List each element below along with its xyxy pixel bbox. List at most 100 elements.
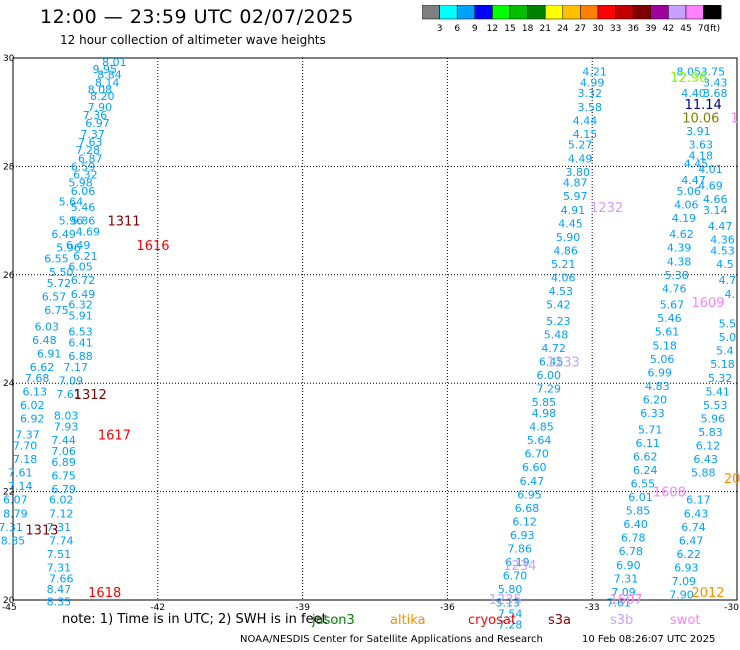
color-scale-label: 36	[627, 24, 639, 34]
wave-height-label: 6.06	[71, 185, 96, 198]
wave-height-label: 6.78	[621, 532, 646, 545]
x-tick-label: -42	[150, 603, 165, 613]
wave-height-label: 5.64	[527, 434, 552, 447]
satellite-legend-item: s3b	[610, 613, 633, 628]
wave-height-label: 4.45	[558, 217, 583, 230]
color-scale-label: 18	[522, 24, 534, 34]
wave-height-label: 6.32	[73, 169, 98, 182]
wave-height-label: 4.99	[580, 76, 605, 89]
color-scale-label: 30	[592, 24, 604, 34]
wave-height-label: 5.23	[546, 315, 571, 328]
wave-height-label: 6.01	[628, 491, 653, 504]
wave-height-label: 8.79	[3, 507, 28, 520]
wave-height-label: 4.49	[568, 152, 593, 165]
wave-height-label: 4.15	[573, 128, 598, 141]
wave-height-label: 7.09	[59, 374, 84, 387]
color-scale-label: 15	[504, 24, 515, 34]
wave-height-label: 4.18	[689, 150, 714, 163]
color-scale-label: 39	[645, 24, 657, 34]
wave-height-label: 7.09	[672, 575, 697, 588]
wave-height-label: 7.31	[47, 521, 72, 534]
wave-height-label: 7.44	[51, 434, 76, 447]
color-scale-label: 33	[610, 24, 621, 34]
plot-area	[12, 57, 738, 601]
wave-height-label: 7.90	[669, 589, 694, 602]
wave-height-label: 8.20	[90, 90, 115, 103]
wave-height-label: 4.85	[529, 421, 554, 434]
wave-height-label: 7.14	[8, 480, 33, 493]
wave-height-label: 7.90	[88, 101, 113, 114]
color-swatch	[703, 5, 722, 20]
wave-height-label: 6.91	[37, 347, 62, 360]
wave-height-label: 5.46	[71, 201, 96, 214]
pass-label: 1235	[489, 593, 522, 608]
wave-height-label: 7.66	[49, 572, 74, 585]
wave-height-label: 6.93	[674, 561, 699, 574]
wave-height-label: 6.62	[633, 450, 658, 463]
wave-height-label: 5.96	[59, 215, 84, 228]
wave-height-label: 5.06	[676, 185, 701, 198]
wave-height-label: 5.86	[71, 215, 96, 228]
wave-height-label: 6.59	[71, 160, 96, 173]
color-scale-label: 6	[454, 24, 460, 34]
wave-height-label: 3.58	[578, 101, 603, 114]
wave-height-label: 6.02	[20, 399, 45, 412]
wave-height-label: 4.40	[681, 87, 706, 100]
wave-height-label: 6.88	[68, 350, 93, 363]
wave-height-label: 6.87	[78, 152, 103, 165]
color-scale-label: 3	[437, 24, 443, 34]
pass-label: 1311	[107, 215, 140, 230]
wave-height-label: 5.13	[495, 597, 520, 610]
wave-height-label: 5.83	[698, 426, 723, 439]
y-tick-label: 20	[3, 596, 15, 606]
wave-height-label: 5.0	[719, 331, 737, 344]
wave-height-label: 4.66	[703, 193, 728, 206]
wave-height-label: 7.61	[56, 388, 81, 401]
wave-height-label: 5.97	[563, 190, 588, 203]
wave-height-label: 3.32	[578, 87, 603, 100]
wave-height-label: 6.45	[539, 356, 564, 369]
wave-height-label: 4.06	[674, 198, 699, 211]
satellite-legend-item: swot	[670, 613, 700, 628]
color-scale-legend: 3 6 9 12 15 18 21 24 27 30 33 36 39 42 45 70(ft)	[422, 5, 722, 34]
wave-height-label: 5.71	[638, 423, 663, 436]
pass-label: 10.06	[682, 112, 719, 127]
wave-height-label: 7.68	[25, 372, 50, 385]
wave-height-label: 7.28	[498, 618, 523, 631]
wave-height-label: 6.47	[679, 534, 704, 547]
wave-height-label: 6.75	[51, 469, 76, 482]
wave-height-label: 6.55	[44, 253, 69, 266]
wave-height-label: 7.29	[537, 383, 562, 396]
wave-height-label: 4.53	[549, 285, 574, 298]
y-tick-label: 22	[3, 488, 14, 498]
x-tick-label: -30	[724, 603, 739, 613]
wave-height-label: 3.91	[686, 125, 711, 138]
wave-height-label: 4.06	[551, 272, 576, 285]
wave-height-label: 5.72	[47, 277, 72, 290]
wave-height-label: 4.36	[710, 234, 735, 247]
wave-height-label: 6.43	[684, 507, 709, 520]
wave-height-label: 4.47	[681, 174, 706, 187]
y-tick-label: 30	[3, 54, 15, 64]
wave-height-label: 6.12	[512, 515, 537, 528]
wave-height-label: 5.64	[59, 196, 84, 209]
wave-height-label: 4.86	[553, 244, 578, 257]
pass-label: 1609	[691, 296, 724, 311]
wave-height-label: 6.79	[51, 483, 76, 496]
pass-label: 1313	[25, 524, 58, 539]
pass-id-labels: 1311 1616 1312 1617 1313 1618 1232 1233 1234 1235…	[25, 71, 740, 608]
wave-height-label: 7.36	[83, 109, 108, 122]
wave-height-label: 5.27	[568, 139, 593, 152]
wave-height-label: 6.05	[68, 261, 93, 274]
wave-height-label: 7.17	[63, 361, 88, 374]
wave-height-label: 5.06	[650, 353, 675, 366]
wave-height-label: 5.46	[657, 312, 682, 325]
pass-label: 1	[730, 112, 738, 127]
wave-height-label: 3.14	[703, 204, 728, 217]
wave-height-label: 8.08	[88, 83, 113, 96]
color-scale-label: 12	[487, 24, 498, 34]
color-scale-label: 21	[539, 24, 550, 34]
wave-height-label: 5.85	[532, 396, 557, 409]
pass-label: 1608	[653, 486, 686, 501]
